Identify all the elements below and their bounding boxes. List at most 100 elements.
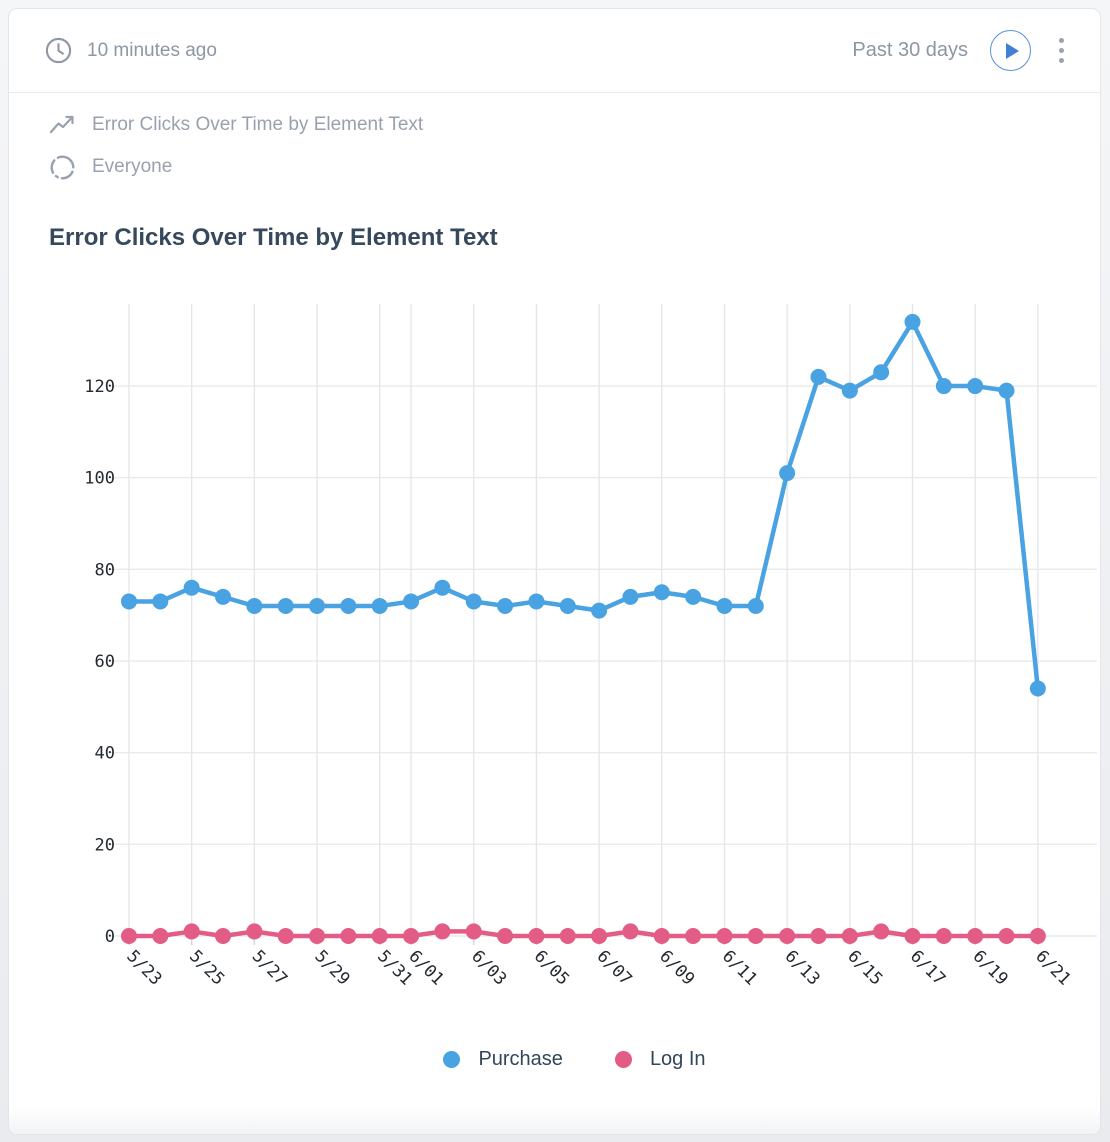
- log-in-point[interactable]: [340, 928, 357, 944]
- segment-label: Everyone: [92, 156, 173, 177]
- purchase-point[interactable]: [371, 598, 388, 615]
- login-series-dot: [614, 1050, 632, 1068]
- log-in-point[interactable]: [967, 928, 984, 944]
- legend-item-login[interactable]: Log In: [614, 1047, 706, 1071]
- x-axis-label: 6/11: [718, 946, 761, 989]
- purchase-point[interactable]: [121, 593, 137, 610]
- purchase-series-label: Purchase: [478, 1047, 563, 1070]
- log-in-point[interactable]: [183, 923, 200, 940]
- log-in-point[interactable]: [935, 928, 952, 944]
- kebab-menu-icon: [1059, 58, 1064, 63]
- page-title: Error Clicks Over Time by Element Text: [49, 224, 498, 251]
- log-in-point[interactable]: [277, 928, 294, 944]
- x-axis-label: 5/23: [122, 946, 165, 989]
- play-button[interactable]: [990, 30, 1031, 71]
- purchase-point[interactable]: [841, 382, 858, 399]
- log-in-point[interactable]: [685, 928, 702, 944]
- purchase-point[interactable]: [653, 584, 670, 601]
- log-in-point[interactable]: [152, 928, 169, 944]
- purchase-point[interactable]: [622, 588, 639, 605]
- log-in-point[interactable]: [1029, 928, 1046, 944]
- x-axis-label: 5/27: [248, 946, 291, 989]
- play-icon: [1006, 42, 1019, 59]
- chart-legend: Purchase Log In: [49, 1041, 1100, 1077]
- y-axis-label: 80: [95, 560, 115, 580]
- line-chart: 0 20 40 60 80 100 120 5/23 5/25 5/27 5/29 5/31 6/01 6…: [49, 281, 1100, 1011]
- purchase-point[interactable]: [904, 313, 921, 330]
- log-in-point[interactable]: [653, 928, 670, 944]
- log-in-point[interactable]: [904, 928, 921, 944]
- log-in-point[interactable]: [810, 928, 827, 944]
- card-body: Error Clicks Over Time by Element Text E…: [9, 111, 1100, 1077]
- log-in-point[interactable]: [434, 923, 451, 940]
- header-controls: Past 30 days: [852, 30, 1070, 71]
- purchase-point[interactable]: [779, 465, 796, 482]
- log-in-point[interactable]: [121, 928, 137, 944]
- card-header: 10 minutes ago Past 30 days: [9, 9, 1100, 93]
- y-axis-label: 60: [95, 652, 115, 672]
- purchase-point[interactable]: [591, 602, 608, 619]
- purchase-point[interactable]: [559, 598, 576, 615]
- x-axis-label: 6/21: [1031, 946, 1074, 989]
- purchase-point[interactable]: [1029, 680, 1046, 697]
- purchase-point[interactable]: [935, 378, 952, 395]
- purchase-point[interactable]: [215, 588, 232, 605]
- purchase-point[interactable]: [465, 593, 482, 610]
- purchase-line: [126, 319, 1041, 691]
- y-axis-label: 120: [84, 377, 115, 397]
- purchase-point[interactable]: [685, 588, 702, 605]
- log-in-point[interactable]: [246, 923, 263, 940]
- purchase-point[interactable]: [246, 598, 263, 615]
- x-axis-label: 6/05: [530, 946, 573, 989]
- x-axis-label: 5/25: [185, 946, 228, 989]
- purchase-point[interactable]: [810, 368, 827, 385]
- log-in-point[interactable]: [403, 928, 420, 944]
- purchase-point[interactable]: [183, 579, 200, 596]
- purchase-point[interactable]: [340, 598, 357, 615]
- purchase-point[interactable]: [528, 593, 545, 610]
- purchase-point[interactable]: [873, 364, 890, 381]
- date-range-label: Past 30 days: [852, 39, 968, 61]
- trend-line-icon: [49, 115, 74, 134]
- legend-item-purchase[interactable]: Purchase: [443, 1048, 563, 1071]
- purchase-point[interactable]: [434, 579, 451, 596]
- card-footer: [9, 1108, 1100, 1134]
- segment-row: Everyone: [49, 153, 1100, 181]
- purchase-point[interactable]: [309, 598, 326, 615]
- log-in-point[interactable]: [215, 928, 232, 944]
- chart-name-label: Error Clicks Over Time by Element Text: [92, 114, 424, 135]
- kebab-menu-button[interactable]: [1053, 34, 1070, 67]
- x-axis-label: 6/17: [906, 946, 949, 989]
- purchase-point[interactable]: [403, 593, 420, 610]
- log-in-point[interactable]: [998, 928, 1015, 944]
- x-axis-label: 6/07: [593, 946, 636, 989]
- login-series-label: Log In: [649, 1047, 706, 1070]
- purchase-point[interactable]: [152, 593, 169, 610]
- log-in-point[interactable]: [528, 928, 545, 944]
- log-in-point[interactable]: [559, 928, 576, 944]
- x-axis-label: 6/09: [655, 946, 698, 989]
- log-in-point[interactable]: [747, 928, 764, 944]
- chart-card: 10 minutes ago Past 30 days Error Clicks…: [8, 8, 1101, 1135]
- x-axis-label: 6/01: [405, 946, 448, 989]
- log-in-point[interactable]: [841, 928, 858, 944]
- x-axis-label: 6/03: [467, 946, 510, 989]
- purchase-point[interactable]: [747, 598, 764, 615]
- log-in-point[interactable]: [371, 928, 388, 944]
- purchase-point[interactable]: [716, 598, 733, 615]
- x-axis-label: 6/15: [843, 946, 886, 989]
- log-in-point[interactable]: [497, 928, 514, 944]
- log-in-point[interactable]: [465, 923, 482, 940]
- purchase-point[interactable]: [967, 378, 984, 395]
- log-in-point[interactable]: [716, 928, 733, 944]
- purchase-point[interactable]: [497, 598, 514, 615]
- log-in-point[interactable]: [591, 928, 608, 944]
- log-in-point[interactable]: [309, 928, 326, 944]
- log-in-point[interactable]: [873, 923, 890, 940]
- segment-ring-icon: [50, 154, 75, 180]
- log-in-point[interactable]: [622, 923, 639, 940]
- log-in-point[interactable]: [779, 928, 796, 944]
- purchase-point[interactable]: [998, 382, 1015, 399]
- purchase-series-dot: [443, 1050, 461, 1068]
- purchase-point[interactable]: [277, 598, 294, 615]
